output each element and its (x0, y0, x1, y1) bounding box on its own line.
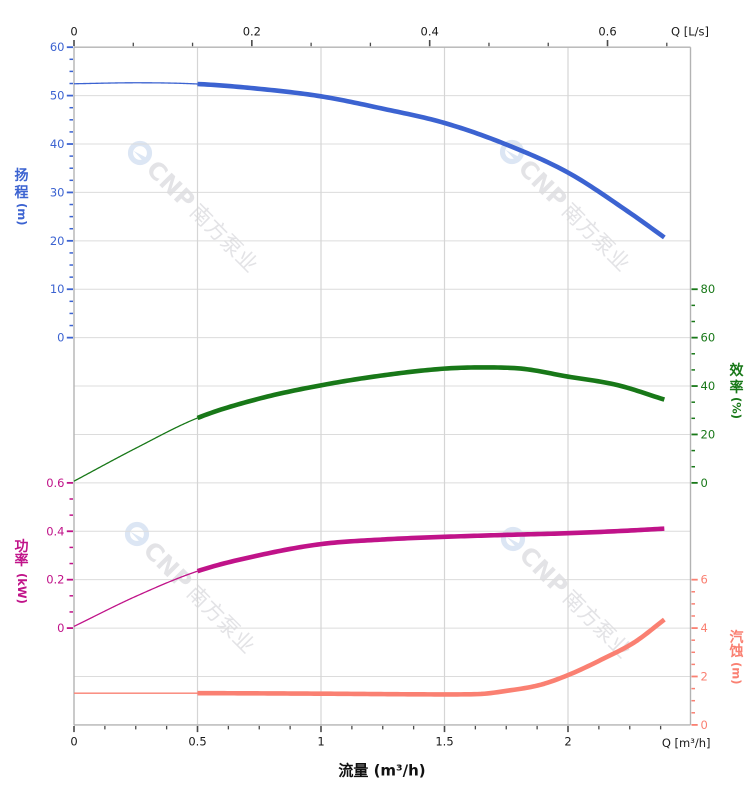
head-curve (197, 81, 666, 240)
power-axis-tick-label: 0 (57, 621, 64, 635)
efficiency-axis-tick-label: 0 (701, 476, 708, 490)
head-axis-tick-label: 60 (50, 40, 65, 54)
efficiency-axis: 80 60 40 20 0 效率(%) (691, 282, 745, 490)
efficiency-axis-tick-label: 20 (701, 427, 716, 441)
efficiency-axis-tick-label: 80 (701, 282, 716, 296)
grid (73, 46, 692, 726)
power-axis-title-char: 功 (15, 539, 29, 555)
head-axis-tick-label: 50 (50, 89, 65, 103)
cnp-logo-icon (124, 521, 150, 547)
npsh-axis-tick-label: 4 (701, 621, 708, 635)
top-axis-tick-label: 0.6 (598, 25, 616, 39)
watermark-text: CNP南方泵业 (513, 154, 637, 278)
watermark: CNP南方泵业 (124, 521, 262, 660)
bottom-axis-tick-label: 1 (317, 735, 324, 749)
efficiency-curve (196, 365, 666, 421)
bottom-axis-tick-label: 0.5 (188, 735, 206, 749)
watermark: CNP南方泵业 (500, 526, 638, 665)
power-axis-tick-label: 0.6 (46, 476, 64, 490)
watermark: CNP南方泵业 (499, 139, 637, 278)
npsh-axis-tick-label: 2 (701, 669, 708, 683)
efficiency-axis-unit: (%) (730, 397, 744, 419)
npsh-curve (197, 617, 666, 697)
cnp-logo-icon (127, 140, 153, 166)
head-axis-tick-label: 40 (50, 137, 65, 151)
bottom-axis-tick-label: 1.5 (435, 735, 453, 749)
efficiency-axis-title-char: 效 (730, 362, 745, 379)
head-axis-unit: (m) (15, 203, 29, 226)
head-axis-tick-label: 30 (50, 185, 65, 199)
bottom-axis-tick-label: 2 (564, 735, 571, 749)
head-axis-tick-label: 20 (50, 234, 65, 248)
cnp-logo-icon (500, 526, 526, 552)
cnp-logo-swirl-icon (130, 531, 143, 542)
head-axis-tick-label: 10 (50, 282, 65, 296)
efficiency-axis-tick-label: 60 (701, 331, 716, 345)
npsh-axis: 6 4 2 0 汽蚀 (m) (691, 573, 744, 732)
head-curve-thin (73, 82, 198, 85)
bottom-axis: 0 0.5 1 1.5 2 Q [m³/h] 流量 (m³/h) (70, 725, 711, 780)
head-axis-tick-label: 0 (57, 331, 64, 345)
head-axis-title-char: 扬 (15, 167, 29, 184)
cnp-logo-swirl-icon (505, 149, 518, 160)
top-axis: 0 0.2 0.4 0.6 Q [L/s] (70, 25, 709, 47)
power-curve-thin (73, 570, 198, 627)
top-axis-tick-label: 0.4 (421, 25, 439, 39)
cnp-logo-swirl-icon (506, 536, 519, 547)
power-axis: 0.6 0.4 0.2 0 功率 (kW) (15, 476, 73, 635)
power-axis-unit: (kW) (15, 573, 29, 604)
curves (73, 81, 666, 697)
bottom-axis-tick-label: 0 (70, 735, 77, 749)
watermark-text: CNP南方泵业 (514, 541, 638, 665)
power-curve (196, 526, 665, 574)
npsh-axis-title-char: 汽 (730, 629, 744, 646)
watermark-text: CNP南方泵业 (138, 536, 262, 660)
power-axis-title-char: 率 (15, 552, 29, 569)
watermark-text: CNP南方泵业 (141, 155, 265, 279)
top-axis-tick-label: 0 (70, 25, 77, 39)
npsh-axis-tick-label: 6 (701, 573, 708, 587)
npsh-axis-title-char: 蚀 (729, 643, 744, 660)
top-axis-unit-label: Q [L/s] (671, 25, 709, 39)
cnp-logo-swirl-icon (133, 150, 146, 161)
bottom-axis-unit-label: Q [m³/h] (662, 736, 711, 750)
efficiency-curve-thin (73, 417, 198, 482)
flow-axis-title: 流量 (m³/h) (338, 762, 425, 780)
watermark: CNP南方泵业 (127, 140, 265, 279)
efficiency-axis-title-char: 率 (730, 379, 744, 396)
npsh-axis-tick-label: 0 (701, 718, 708, 732)
efficiency-axis-tick-label: 40 (701, 379, 716, 393)
power-axis-tick-label: 0.4 (46, 524, 64, 538)
npsh-axis-unit: (m) (730, 662, 744, 685)
head-axis: 60 50 40 30 20 10 0 扬程 (m) (15, 40, 73, 345)
power-axis-tick-label: 0.2 (46, 573, 64, 587)
top-axis-tick-label: 0.2 (243, 25, 261, 39)
head-axis-title-char: 程 (15, 185, 29, 201)
